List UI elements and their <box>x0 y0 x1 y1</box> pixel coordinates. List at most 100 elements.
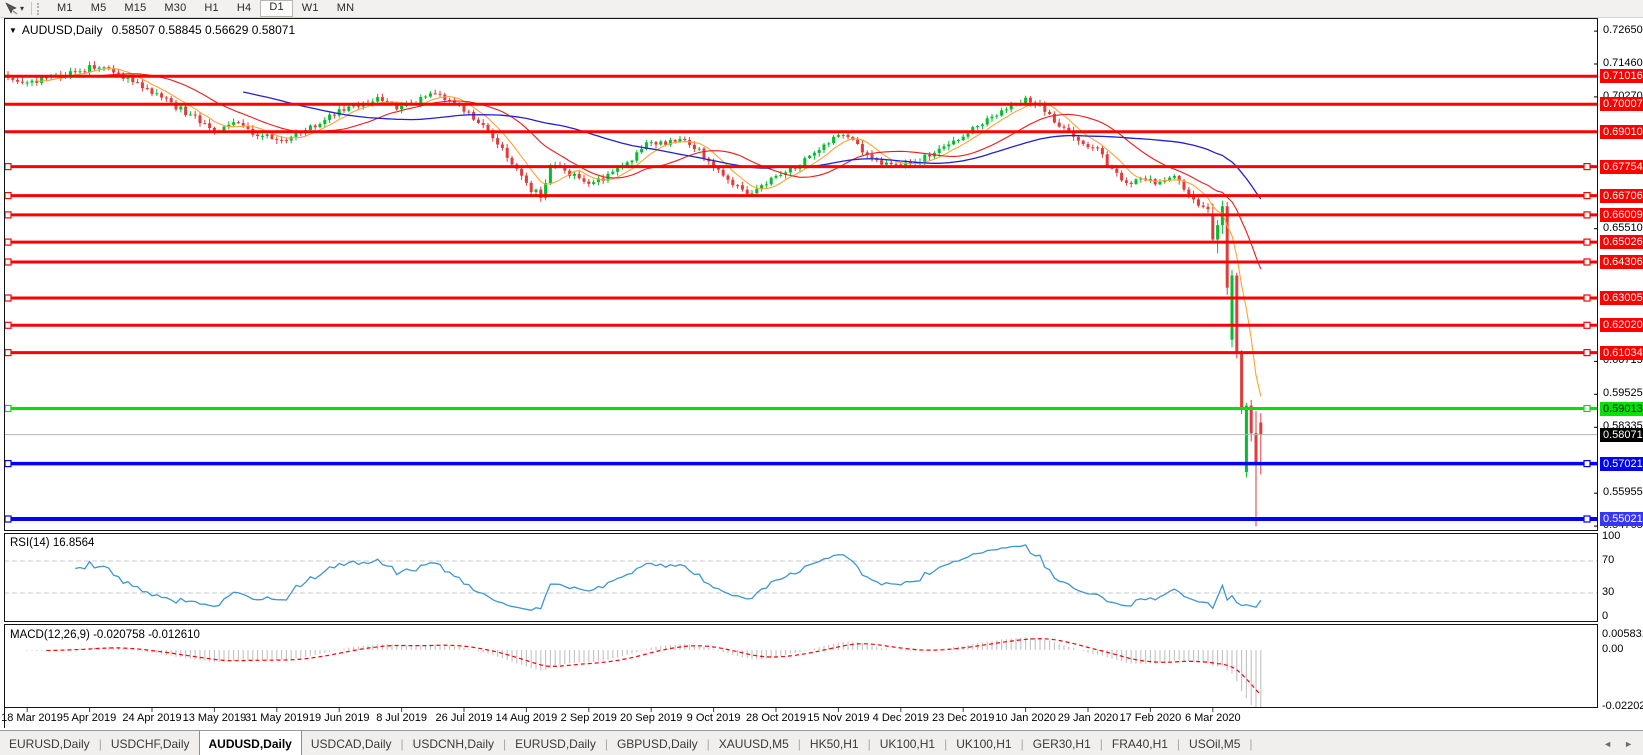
line-handle[interactable] <box>4 349 12 357</box>
timeframe-button-mn[interactable]: MN <box>336 2 355 14</box>
x-axis-date-label: 8 Jul 2019 <box>376 712 427 724</box>
timeframe-button-h4[interactable]: H4 <box>236 2 252 14</box>
line-handle[interactable] <box>4 192 12 200</box>
tab-separator: | <box>797 736 801 751</box>
line-handle[interactable] <box>1583 211 1591 219</box>
tab-hk50-h1[interactable]: HK50,H1 <box>809 736 859 751</box>
rsi-scale-label: 70 <box>1602 554 1615 566</box>
line-handle[interactable] <box>1583 460 1591 468</box>
x-axis-date-label: 26 Jul 2019 <box>435 712 493 724</box>
tab-usdchf-daily[interactable]: USDCHF,Daily <box>110 736 190 751</box>
line-handle[interactable] <box>1583 294 1591 302</box>
price-line-label[interactable]: 0.66009 <box>1600 207 1643 222</box>
timeframe-button-m30[interactable]: M30 <box>164 2 187 14</box>
price-line-label[interactable]: 0.61034 <box>1600 345 1643 360</box>
x-axis-date-label: 14 Aug 2019 <box>495 712 558 724</box>
tab-separator: | <box>400 736 404 751</box>
chart-ohlc-title: ▼ AUDUSD,Daily 0.58507 0.58845 0.56629 0.5… <box>9 23 295 37</box>
line-handle[interactable] <box>4 294 12 302</box>
x-axis-date-label: 10 Jan 2020 <box>995 712 1056 724</box>
tab-eurusd-daily[interactable]: EURUSD,Daily <box>515 736 596 751</box>
x-axis-date-label: 6 Mar 2020 <box>1184 712 1241 724</box>
tab-separator: | <box>1020 736 1024 751</box>
timeframe-button-m5[interactable]: M5 <box>90 2 107 14</box>
rsi-scale-label: 30 <box>1602 586 1615 598</box>
price-line-label[interactable]: 0.63005 <box>1600 291 1643 305</box>
price-line-label[interactable]: 0.71016 <box>1600 69 1643 84</box>
line-handle[interactable] <box>1583 515 1591 523</box>
macd-scale-label: -0.022024 <box>1602 700 1643 712</box>
x-axis-date-label: 17 Feb 2020 <box>1119 712 1182 724</box>
line-handle[interactable] <box>1583 192 1591 200</box>
tab-gbpusd-daily[interactable]: GBPUSD,Daily <box>616 736 698 751</box>
y-axis-tick-label: 0.55955 <box>1603 486 1643 499</box>
tab-audusd-daily[interactable]: AUDUSD,Daily <box>198 731 302 755</box>
line-handle[interactable] <box>4 238 12 246</box>
price-line-label[interactable]: 0.59013 <box>1600 401 1643 416</box>
macd-scale-label: 0.005831 <box>1602 627 1643 640</box>
toolbar-grip-handle[interactable] <box>37 2 43 15</box>
x-axis-date-label: 23 Dec 2019 <box>931 712 995 724</box>
rsi-indicator-label: RSI(14) 16.8564 <box>10 537 94 549</box>
crosshair-cursor-icon[interactable] <box>3 2 19 16</box>
x-axis-date-label: 9 Oct 2019 <box>686 712 741 724</box>
price-line-label[interactable]: 0.65026 <box>1600 235 1643 250</box>
line-handle[interactable] <box>4 163 12 171</box>
line-handle[interactable] <box>4 404 12 413</box>
tab-usoil-m5[interactable]: USOil,M5 <box>1189 736 1241 751</box>
tab-separator: | <box>1176 736 1181 751</box>
chart-tabs-bar: EURUSD,Daily | USDCHF,Daily AUDUSD,Daily USD… <box>0 730 1643 755</box>
tab-fra40-h1[interactable]: FRA40,H1 <box>1111 736 1168 751</box>
line-handle[interactable] <box>4 515 12 523</box>
line-handle[interactable] <box>1583 238 1591 246</box>
symbol-period-label: AUDUSD,Daily <box>21 23 103 37</box>
line-handle[interactable] <box>4 321 12 329</box>
price-line-label[interactable]: 0.55021 <box>1600 512 1643 526</box>
price-line-label[interactable]: 0.66706 <box>1600 188 1643 203</box>
macd-scale-label: 0.00 <box>1602 643 1624 655</box>
tab-xauusd-m5[interactable]: XAUUSD,M5 <box>718 736 789 751</box>
ohlc-values: 0.58507 0.58845 0.56629 0.58071 <box>111 23 296 37</box>
tab-usdcad-daily[interactable]: USDCAD,Daily <box>310 736 392 751</box>
tab-usdcnh-daily[interactable]: USDCNH,Daily <box>412 736 495 751</box>
line-handle[interactable] <box>4 258 12 266</box>
line-handle[interactable] <box>4 460 12 468</box>
tab-separator: | <box>867 736 871 751</box>
line-handle[interactable] <box>4 211 12 219</box>
tab-eurusd-daily[interactable]: EURUSD,Daily <box>9 736 90 751</box>
x-axis-date-label: 24 Apr 2019 <box>122 712 182 724</box>
line-handle[interactable] <box>1583 349 1591 357</box>
x-axis-date-label: 4 Dec 2019 <box>872 712 929 724</box>
tab-separator: | <box>98 736 102 751</box>
tab-ger30-h1[interactable]: GER30,H1 <box>1032 736 1091 751</box>
rsi-scale-label: 0 <box>1602 610 1609 622</box>
price-line-label[interactable]: 0.69010 <box>1600 124 1643 139</box>
tab-uk100-h1[interactable]: UK100,H1 <box>956 736 1012 751</box>
cursor-dropdown-caret-icon[interactable]: ▾ <box>20 3 25 13</box>
line-handle[interactable] <box>1583 404 1591 413</box>
price-line-label[interactable]: 0.64306 <box>1600 255 1643 269</box>
timeframe-button-w1[interactable]: W1 <box>301 2 319 14</box>
rsi-value: 16.8564 <box>52 537 95 549</box>
price-line-label[interactable]: 0.70007 <box>1600 97 1643 112</box>
tab-separator: | <box>604 736 608 751</box>
tab-scroll-left-icon[interactable]: ◄ <box>1603 738 1613 749</box>
timeframe-button-h1[interactable]: H1 <box>204 2 219 14</box>
tab-scroll-right-icon[interactable]: ► <box>1624 738 1633 749</box>
macd-values: -0.020758 -0.012610 <box>93 629 200 641</box>
line-handle[interactable] <box>1583 163 1591 171</box>
price-line-label[interactable]: 0.57021 <box>1600 456 1643 471</box>
price-line-label[interactable]: 0.62020 <box>1600 318 1643 333</box>
price-line-label[interactable]: 0.67754 <box>1600 159 1643 174</box>
timeframe-button-m15[interactable]: M15 <box>124 2 147 14</box>
line-handle[interactable] <box>1583 321 1591 329</box>
tab-uk100-h1[interactable]: UK100,H1 <box>879 736 936 751</box>
line-handle[interactable] <box>1583 258 1591 266</box>
tab-separator: | <box>944 736 948 751</box>
x-axis-date-label: 28 Oct 2019 <box>746 712 806 724</box>
timeframe-button-d1[interactable]: D1 <box>260 0 293 17</box>
timeframe-button-m1[interactable]: M1 <box>57 2 73 14</box>
tab-separator: | <box>1249 736 1253 751</box>
